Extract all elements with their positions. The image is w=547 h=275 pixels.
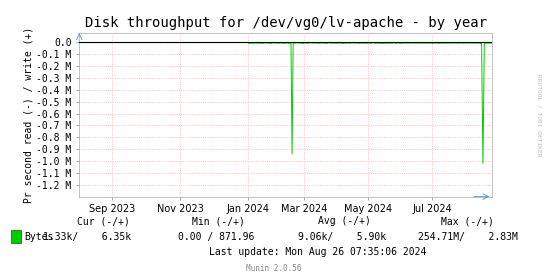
- Text: 0.00 / 871.96: 0.00 / 871.96: [178, 232, 254, 242]
- Title: Disk throughput for /dev/vg0/lv-apache - by year: Disk throughput for /dev/vg0/lv-apache -…: [85, 16, 487, 31]
- Text: Max (-/+): Max (-/+): [441, 216, 494, 226]
- Text: Last update: Mon Aug 26 07:35:06 2024: Last update: Mon Aug 26 07:35:06 2024: [208, 248, 426, 257]
- Text: 1.33k/    6.35k: 1.33k/ 6.35k: [43, 232, 132, 242]
- Text: 254.71M/    2.83M: 254.71M/ 2.83M: [418, 232, 517, 242]
- Text: Avg (-/+): Avg (-/+): [318, 216, 371, 226]
- Text: Cur (-/+): Cur (-/+): [78, 216, 130, 226]
- Text: Munin 2.0.56: Munin 2.0.56: [246, 265, 301, 273]
- Text: Bytes: Bytes: [24, 232, 54, 242]
- Text: RRDTOOL / TOBI OETIKER: RRDTOOL / TOBI OETIKER: [536, 74, 542, 157]
- Y-axis label: Pr second read (-) / write (+): Pr second read (-) / write (+): [24, 27, 34, 203]
- Text: Min (-/+): Min (-/+): [193, 216, 245, 226]
- Text: 9.06k/    5.90k: 9.06k/ 5.90k: [298, 232, 386, 242]
